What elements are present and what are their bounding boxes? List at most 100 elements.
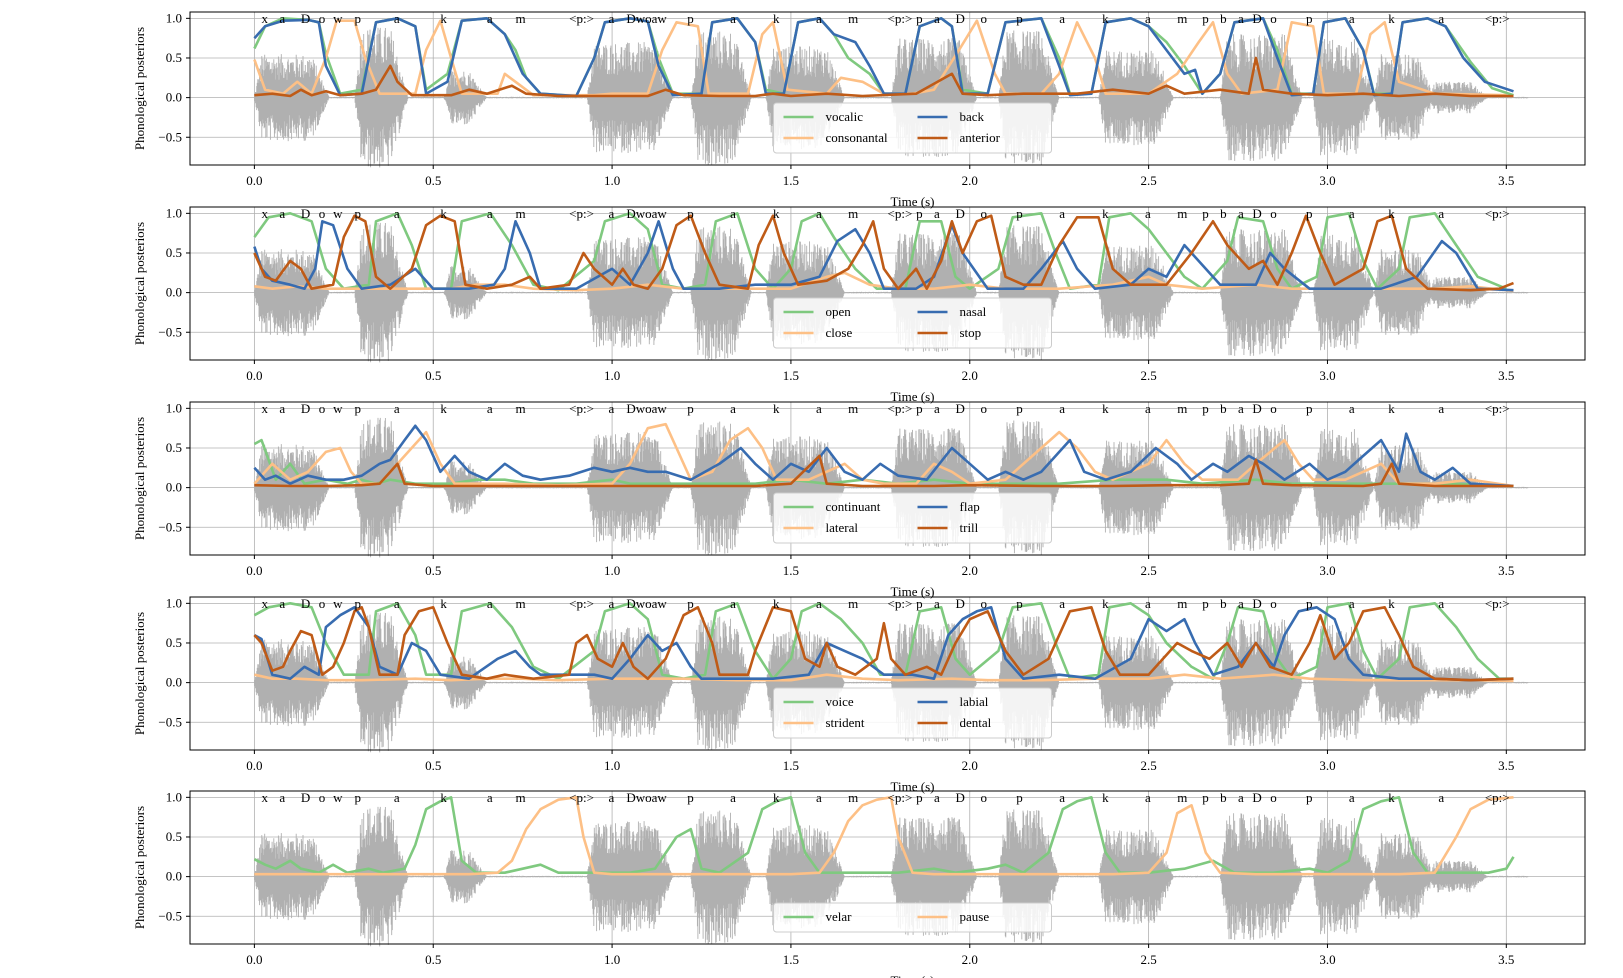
phone-label: o: [981, 790, 988, 805]
phone-label: D: [1252, 11, 1261, 26]
phone-label: a: [1349, 790, 1355, 805]
phone-label: x: [262, 401, 269, 416]
x-tick-label: 1.5: [783, 952, 799, 967]
phone-label: x: [262, 790, 269, 805]
phone-label: k: [440, 206, 447, 221]
phone-label: a: [934, 790, 940, 805]
y-tick-label: −0.5: [158, 324, 182, 339]
x-axis-label: Time (s): [891, 194, 935, 209]
phone-label: D: [301, 401, 310, 416]
y-tick-label: 1.0: [166, 10, 182, 25]
phone-label: k: [1388, 790, 1395, 805]
phone-label: p: [1016, 790, 1023, 805]
legend-label-vocalic: vocalic: [826, 109, 864, 124]
phone-label: k: [1388, 11, 1395, 26]
phone-label: a: [609, 596, 615, 611]
phone-label: a: [1059, 596, 1065, 611]
legend-box: [773, 297, 1052, 349]
chart-panel-2: 0.0 0.5 1.0 1.5 2.0 2.5 3.0 3.5 −0.5 0.0 0.5 1.0 Tim…: [132, 205, 1586, 404]
phone-label: o: [319, 401, 326, 416]
phone-label: p: [355, 206, 362, 221]
phone-label: x: [262, 596, 269, 611]
phone-label: a: [1438, 401, 1444, 416]
x-tick-label: 3.5: [1498, 173, 1514, 188]
phone-label: a: [1238, 11, 1244, 26]
x-tick-label: 1.5: [783, 368, 799, 383]
legend-label-stop: stop: [960, 325, 982, 340]
phone-label: o: [319, 596, 326, 611]
series-line-anterior: [254, 56, 1514, 98]
phone-label: p: [916, 401, 923, 416]
phone-label: k: [1388, 206, 1395, 221]
legend: vocalic consonantal back anterior: [773, 102, 1052, 154]
x-tick-label: 2.0: [962, 563, 978, 578]
chart-panel-3: 0.0 0.5 1.0 1.5 2.0 2.5 3.0 3.5 −0.5 0.0 0.5 1.0 Tim…: [132, 400, 1586, 599]
phone-label: p: [1202, 206, 1209, 221]
phone-label: a: [487, 790, 493, 805]
phone-label: k: [440, 11, 447, 26]
y-tick-label: 0.0: [166, 285, 182, 300]
phone-label: m: [516, 11, 526, 26]
phone-label: a: [487, 206, 493, 221]
chart-panel-5: 0.0 0.5 1.0 1.5 2.0 2.5 3.0 3.5 −0.5 0.0 0.5 1.0 Tim…: [132, 789, 1586, 978]
x-tick-label: 2.5: [1140, 563, 1156, 578]
phone-label: m: [848, 596, 858, 611]
phone-label: m: [516, 401, 526, 416]
phone-label: p: [1306, 596, 1313, 611]
phone-label: w: [333, 206, 343, 221]
phone-label: a: [1059, 790, 1065, 805]
phone-label: p: [1306, 206, 1313, 221]
axes-frame: [189, 790, 1586, 945]
series-line-pause: [254, 795, 1514, 876]
x-tick-label: 2.0: [962, 173, 978, 188]
phone-label: k: [773, 401, 780, 416]
phone-label: a: [934, 206, 940, 221]
legend-label-velar: velar: [826, 909, 853, 924]
x-tick-label: 0.5: [425, 368, 441, 383]
x-tick-label: 2.5: [1140, 758, 1156, 773]
x-tick-label: 2.5: [1140, 173, 1156, 188]
phone-label: p: [355, 596, 362, 611]
phone-label: a: [609, 790, 615, 805]
x-tick-label: 1.0: [604, 173, 620, 188]
phone-label: Dwoaw: [626, 790, 667, 805]
phone-label: p: [1306, 11, 1313, 26]
chart-panel-1: 0.0 0.5 1.0 1.5 2.0 2.5 3.0 3.5 −0.5 0.0 0.5 1.0 Tim…: [132, 10, 1586, 209]
phone-label: <p:>: [569, 206, 594, 221]
x-tick-label: 3.5: [1498, 563, 1514, 578]
y-axis-label: Phonological posteriors: [132, 222, 147, 345]
phone-label: Dwoaw: [626, 11, 667, 26]
phone-label: p: [687, 11, 694, 26]
x-axis-label: Time (s): [891, 973, 935, 978]
phone-label: <p:>: [569, 11, 594, 26]
x-tick-label: 2.5: [1140, 368, 1156, 383]
phone-label: a: [816, 596, 822, 611]
phone-label: a: [1145, 206, 1151, 221]
phone-label: m: [1177, 401, 1187, 416]
phone-label: o: [1270, 11, 1277, 26]
phone-label: o: [319, 11, 326, 26]
phone-label: D: [1252, 401, 1261, 416]
phone-label: <p:>: [888, 206, 913, 221]
phone-label: x: [262, 206, 269, 221]
phone-label: m: [516, 790, 526, 805]
phone-label: p: [687, 596, 694, 611]
phone-label: a: [487, 596, 493, 611]
phone-label: D: [955, 401, 964, 416]
phone-label: w: [333, 596, 343, 611]
legend-label-voice: voice: [826, 694, 854, 709]
phone-label: p: [1016, 401, 1023, 416]
x-tick-label: 0.0: [246, 952, 262, 967]
phone-label: p: [355, 11, 362, 26]
phone-label: a: [730, 206, 736, 221]
x-tick-label: 0.5: [425, 952, 441, 967]
phone-label: Dwoaw: [626, 401, 667, 416]
y-tick-label: 0.5: [166, 635, 182, 650]
phone-label: k: [1102, 790, 1109, 805]
phone-label: o: [981, 596, 988, 611]
series-line-lateral: [253, 422, 1514, 488]
y-tick-label: 0.5: [166, 245, 182, 260]
phone-label: m: [848, 790, 858, 805]
phone-label: p: [916, 206, 923, 221]
phone-label: a: [934, 596, 940, 611]
